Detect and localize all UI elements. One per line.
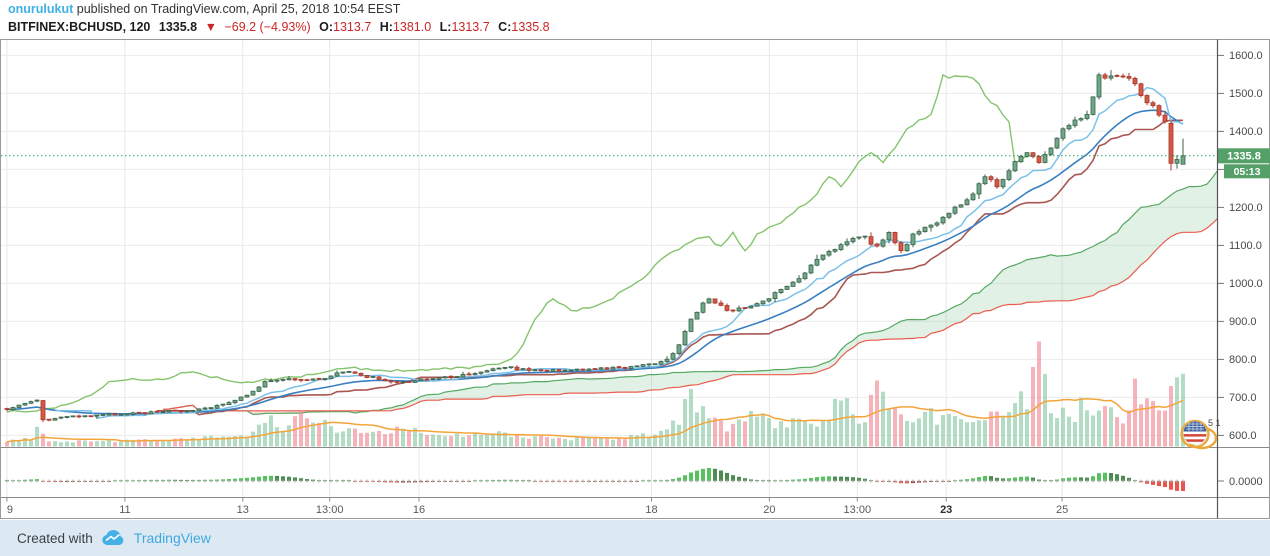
price-change: −69.2 (−4.93%) (224, 20, 311, 34)
svg-text:05:13: 05:13 (1234, 166, 1261, 178)
candles (4, 70, 1186, 423)
kijun-line (157, 119, 1183, 416)
last-price: 1335.8 (158, 20, 198, 34)
open-label: O: (319, 20, 333, 34)
high-value: 1381.0 (392, 20, 432, 34)
price-axis[interactable]: 1600.01500.01400.01300.01200.01100.01000… (1218, 50, 1270, 488)
svg-text:700.0: 700.0 (1229, 392, 1257, 404)
svg-text:1200.0: 1200.0 (1229, 202, 1263, 214)
price-chart-svg: 1600.01500.01400.01300.01200.01100.01000… (0, 38, 1270, 520)
snapshot-header: onurulukut published on TradingView.com,… (0, 0, 1270, 38)
svg-text:25: 25 (1056, 504, 1068, 516)
zero-line-markers (5, 479, 1185, 483)
svg-text:9: 9 (7, 504, 13, 516)
tradingview-brand-text: TradingView (133, 530, 211, 546)
time-axis[interactable]: 9 11 13 13:00 16 18 20 13:00 23 25 (6, 497, 1068, 517)
symbol-name: BITFINEX:BCHUSD, 120 (8, 20, 151, 34)
svg-text:1100.0: 1100.0 (1229, 240, 1262, 252)
svg-text:11: 11 (119, 504, 130, 516)
svg-text:900.0: 900.0 (1229, 316, 1257, 328)
svg-text:800.0: 800.0 (1229, 354, 1257, 366)
svg-text:1600.0: 1600.0 (1229, 50, 1263, 62)
flag-sticker-icon: 5 1 (1180, 418, 1221, 450)
username-link[interactable]: onurulukut (8, 2, 74, 16)
direction-arrow: ▼ (204, 20, 217, 34)
svg-text:1335.8: 1335.8 (1227, 151, 1261, 163)
snapshot-footer: Created with TradingView (0, 520, 1270, 556)
svg-text:1500.0: 1500.0 (1229, 88, 1263, 100)
svg-text:13: 13 (237, 504, 249, 516)
ema-line (6, 109, 1184, 415)
svg-text:5 1: 5 1 (1208, 418, 1221, 428)
close-label: C: (498, 20, 512, 34)
ichimoku-cloud (162, 170, 1217, 416)
svg-text:13:00: 13:00 (316, 504, 344, 516)
sub-axis-zero-label: 0.0000 (1229, 476, 1263, 488)
chart-plot-area[interactable]: 1600.01500.01400.01300.01200.01100.01000… (0, 38, 1270, 520)
volume-ma-line (6, 398, 1184, 443)
chikou-span-line (6, 73, 1028, 413)
svg-text:1000.0: 1000.0 (1229, 278, 1263, 290)
macd-histogram (5, 468, 1185, 491)
low-label: L: (439, 20, 452, 34)
svg-text:16: 16 (413, 504, 425, 516)
svg-text:20: 20 (763, 504, 775, 516)
svg-text:600.0: 600.0 (1229, 430, 1257, 442)
tradingview-cloud-logo (102, 529, 124, 545)
byline-text: published on TradingView.com, April 25, … (73, 2, 401, 16)
svg-text:1400.0: 1400.0 (1229, 126, 1263, 138)
open-value: 1313.7 (333, 20, 372, 34)
high-label: H: (379, 20, 393, 34)
svg-text:23: 23 (940, 504, 952, 516)
close-value: 1335.8 (511, 20, 550, 34)
low-value: 1313.7 (451, 20, 490, 34)
svg-text:13:00: 13:00 (844, 504, 872, 516)
symbol-info-line: BITFINEX:BCHUSD, 120 1335.8 ▼ −69.2 (−4.… (8, 20, 550, 34)
last-price-badge: 1335.8 (1218, 148, 1270, 164)
overlay-lines (6, 73, 1184, 419)
tenkan-line (55, 86, 1184, 419)
tradingview-brand-link[interactable]: TradingView (101, 529, 211, 547)
countdown-badge: 05:13 (1224, 164, 1270, 179)
byline: onurulukut published on TradingView.com,… (8, 2, 400, 16)
created-with-text: Created with (17, 530, 93, 546)
svg-text:18: 18 (645, 504, 657, 516)
volume-bars (5, 341, 1185, 447)
